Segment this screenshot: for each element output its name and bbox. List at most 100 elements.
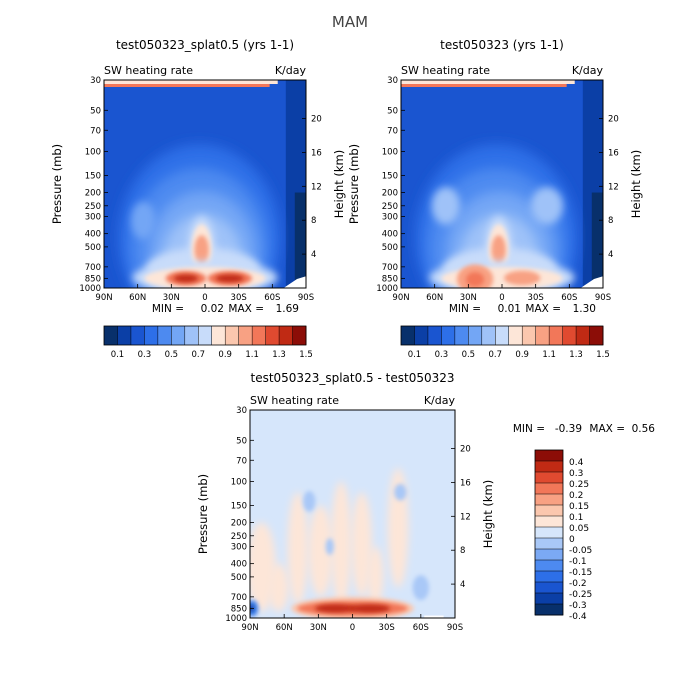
colorbar-label: 0.1: [408, 350, 422, 360]
colorbar-swatch: [576, 326, 591, 345]
colorbar-swatch: [562, 326, 577, 345]
max-label: MAX =: [589, 423, 625, 435]
panel-splat-heating: test050323_splat0.5 (yrs 1-1) 30 50 70 100 15…: [50, 38, 346, 360]
colorbar-swatch: [535, 516, 563, 528]
heatmap-field: [250, 410, 455, 618]
colorbar-swatch: [535, 483, 563, 495]
colorbar-label: 0.15: [569, 502, 589, 512]
contour-region: [491, 235, 506, 265]
height-tick-label: 4: [311, 250, 316, 260]
missing-data-region: [580, 276, 603, 288]
colorbar-label: 0.7: [489, 350, 503, 360]
pressure-tick-label: 50: [90, 106, 101, 116]
colorbar-swatch: [535, 604, 563, 616]
height-axis-label: Height (km): [332, 150, 346, 219]
colorbar-swatch: [508, 326, 523, 345]
colorbar-swatch: [535, 505, 563, 517]
contour-region: [401, 80, 575, 84]
pressure-tick-label: 1000: [225, 614, 247, 624]
height-tick-label: 8: [608, 216, 613, 226]
colorbar-label: 1.5: [596, 350, 610, 360]
pressure-tick-label: 250: [382, 202, 398, 212]
pressure-tick-label: 850: [85, 274, 101, 284]
colorbar-swatch: [238, 326, 253, 345]
colorbar-swatch: [522, 326, 537, 345]
height-tick-label: 20: [460, 445, 471, 455]
colorbar-label: -0.15: [569, 568, 592, 578]
colorbar-swatch: [535, 560, 563, 572]
colorbar-label: 1.1: [245, 350, 259, 360]
panel-title: test050323_splat0.5 - test050323: [250, 371, 454, 385]
contour-region: [465, 272, 485, 287]
missing-data-region: [283, 276, 306, 288]
contour-region: [367, 546, 384, 605]
height-tick-label: 4: [608, 250, 613, 260]
colorbar-swatch: [157, 326, 172, 345]
height-tick-label: 16: [311, 148, 322, 158]
colorbar-swatch: [198, 326, 213, 345]
colorbar-swatch: [265, 326, 280, 345]
pressure-tick-label: 150: [85, 171, 101, 181]
contour-region: [530, 187, 564, 225]
min-value: -0.39: [555, 423, 582, 435]
pressure-tick-label: 150: [382, 171, 398, 181]
pressure-tick-label: 70: [387, 126, 398, 136]
pressure-tick-label: 200: [231, 519, 247, 529]
pressure-tick-label: 100: [85, 147, 101, 157]
colorbar-swatch: [211, 326, 226, 345]
colorbar-swatch: [535, 571, 563, 583]
colorbar-label: 0.3: [435, 350, 449, 360]
pressure-tick-label: 50: [236, 436, 247, 446]
field-label: SW heating rate: [401, 64, 490, 77]
contour-region: [131, 201, 156, 240]
colorbar-label: 0.4: [569, 458, 584, 468]
latitude-tick-label: 90N: [241, 623, 258, 633]
latitude-tick-label: 60N: [129, 293, 146, 303]
pressure-tick-label: 150: [231, 501, 247, 511]
height-tick-label: 8: [311, 216, 316, 226]
min-value: 0.02: [201, 303, 224, 315]
colorbar-swatch: [144, 326, 159, 345]
latitude-tick-label: 30N: [460, 293, 477, 303]
colorbar-swatch: [184, 326, 199, 345]
colorbar-label: 0.05: [569, 524, 589, 534]
contour-region: [287, 492, 309, 605]
latitude-tick-label: 60N: [276, 623, 293, 633]
pressure-tick-label: 100: [231, 477, 247, 487]
colorbar-label: -0.05: [569, 546, 592, 556]
panel-title: test050323 (yrs 1-1): [440, 38, 564, 52]
colorbar-frame: [534, 449, 564, 616]
pressure-tick-label: 100: [382, 147, 398, 157]
latitude-tick-label: 90S: [298, 293, 314, 303]
contour-region: [303, 490, 316, 512]
colorbar-label: 0.25: [569, 480, 589, 490]
height-tick-label: 20: [608, 115, 619, 125]
pressure-tick-label: 250: [231, 532, 247, 542]
colorbar-swatch: [495, 326, 510, 345]
colorbar-label: 1.5: [299, 350, 313, 360]
colorbar-frame: [400, 325, 604, 346]
colorbar-label: 1.1: [542, 350, 556, 360]
pressure-tick-label: 1000: [79, 284, 101, 294]
heatmap-field: [401, 80, 603, 288]
pressure-tick-label: 850: [231, 604, 247, 614]
height-tick-label: 12: [311, 182, 322, 192]
colorbar-swatch: [535, 326, 550, 345]
pressure-tick-label: 300: [231, 543, 247, 553]
panel-difference-heating: test050323_splat0.5 - test050323 30 50 70 10…: [196, 371, 655, 633]
latitude-tick-label: 30N: [310, 623, 327, 633]
contour-region: [412, 575, 430, 601]
contour-region: [314, 604, 356, 613]
missing-data-region: [424, 615, 444, 618]
colorbar-swatch: [549, 326, 564, 345]
pressure-tick-label: 70: [90, 126, 101, 136]
height-tick-label: 16: [460, 478, 471, 488]
latitude-tick-label: 30S: [231, 293, 247, 303]
pressure-tick-label: 50: [387, 106, 398, 116]
colorbar-label: -0.2: [569, 579, 587, 589]
min-label: MIN =: [152, 303, 184, 315]
max-value: 1.30: [573, 303, 596, 315]
contour-region: [330, 481, 352, 607]
min-value: 0.01: [498, 303, 521, 315]
